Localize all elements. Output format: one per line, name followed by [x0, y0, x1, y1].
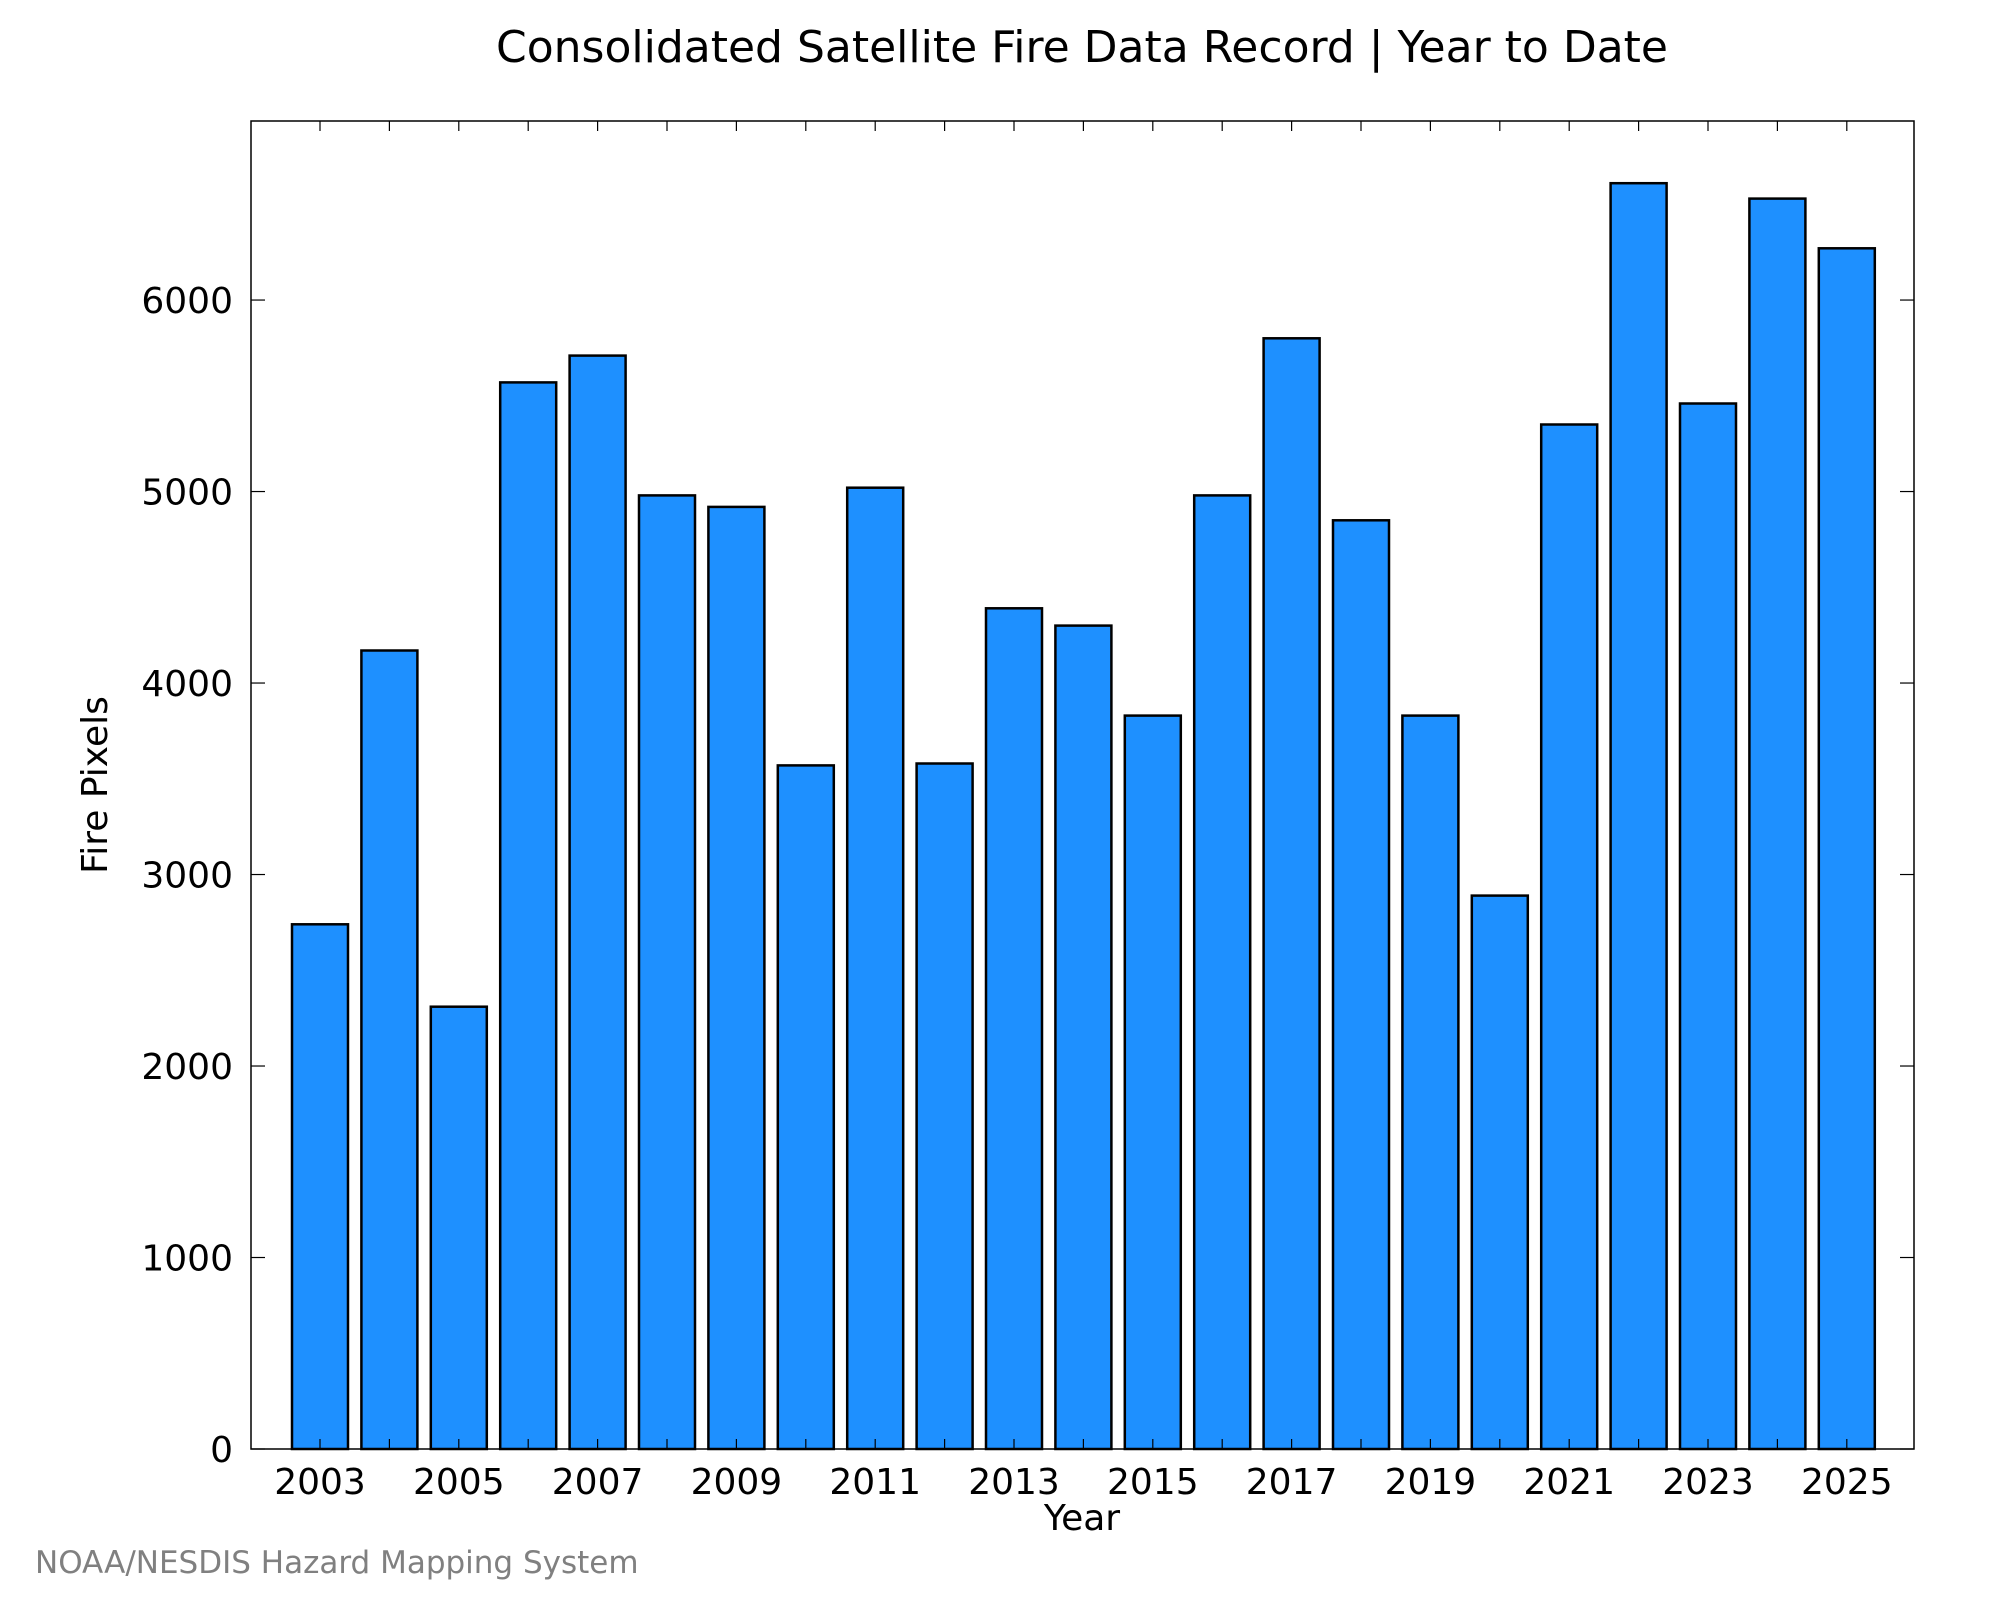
- bar-2014: [1054, 624, 1113, 1451]
- bar-2008: [637, 494, 697, 1451]
- y-tick-label-2000: 2000: [141, 1047, 233, 1088]
- bar-2019: [1401, 714, 1460, 1451]
- bar-2015: [1123, 714, 1183, 1451]
- bar-2010: [776, 764, 836, 1451]
- y-axis-label: Fire Pixels: [75, 696, 116, 874]
- y-tick-label-4000: 4000: [141, 664, 233, 705]
- credit-text: NOAA/NESDIS Hazard Mapping System: [35, 1545, 639, 1581]
- bar-2023: [1678, 402, 1738, 1451]
- bar-2018: [1331, 519, 1391, 1451]
- bar-2006: [498, 381, 558, 1451]
- x-tick-label-2025: 2025: [1801, 1462, 1893, 1503]
- bars-group: [290, 181, 1877, 1451]
- bar-2007: [568, 354, 627, 1451]
- bar-2004: [360, 649, 419, 1451]
- bar-2024: [1748, 197, 1807, 1451]
- x-tick-label-2009: 2009: [691, 1462, 783, 1503]
- plot-frame: [250, 120, 1915, 1450]
- bar-2005: [429, 1005, 489, 1451]
- bar-2012: [915, 762, 974, 1451]
- x-axis: 2003 2005 2007 2009 2011 2013 2015 2017 2019 2021…: [274, 121, 1893, 1503]
- x-tick-label-2015: 2015: [1107, 1462, 1199, 1503]
- x-axis-label: Year: [1043, 1498, 1120, 1539]
- bar-2022: [1609, 181, 1668, 1451]
- bar-2016: [1192, 494, 1252, 1451]
- x-tick-label-2017: 2017: [1246, 1462, 1338, 1503]
- y-tick-label-6000: 6000: [141, 281, 233, 322]
- x-tick-label-2003: 2003: [274, 1462, 366, 1503]
- x-tick-label-2019: 2019: [1385, 1462, 1477, 1503]
- x-tick-label-2013: 2013: [968, 1462, 1060, 1503]
- x-tick-label-2011: 2011: [829, 1462, 921, 1503]
- chart-title: Consolidated Satellite Fire Data Record …: [496, 22, 1668, 73]
- y-tick-label-5000: 5000: [141, 473, 233, 514]
- bar-2025: [1817, 247, 1877, 1451]
- y-tick-label-3000: 3000: [141, 856, 233, 897]
- x-tick-label-2023: 2023: [1662, 1462, 1754, 1503]
- bar-2017: [1262, 337, 1321, 1451]
- bar-2013: [984, 607, 1044, 1451]
- bar-2003: [290, 923, 350, 1451]
- y-tick-label-1000: 1000: [141, 1239, 233, 1280]
- bar-2011: [845, 486, 905, 1451]
- y-axis: 0 1000 2000 3000 4000 5000 6000: [141, 281, 1914, 1471]
- bar-2021: [1539, 423, 1599, 1451]
- y-tick-label-0: 0: [210, 1430, 233, 1471]
- bar-2009: [707, 505, 766, 1451]
- bar-2020: [1470, 894, 1530, 1451]
- x-tick-label-2021: 2021: [1523, 1462, 1615, 1503]
- x-tick-label-2005: 2005: [413, 1462, 505, 1503]
- x-tick-label-2007: 2007: [552, 1462, 644, 1503]
